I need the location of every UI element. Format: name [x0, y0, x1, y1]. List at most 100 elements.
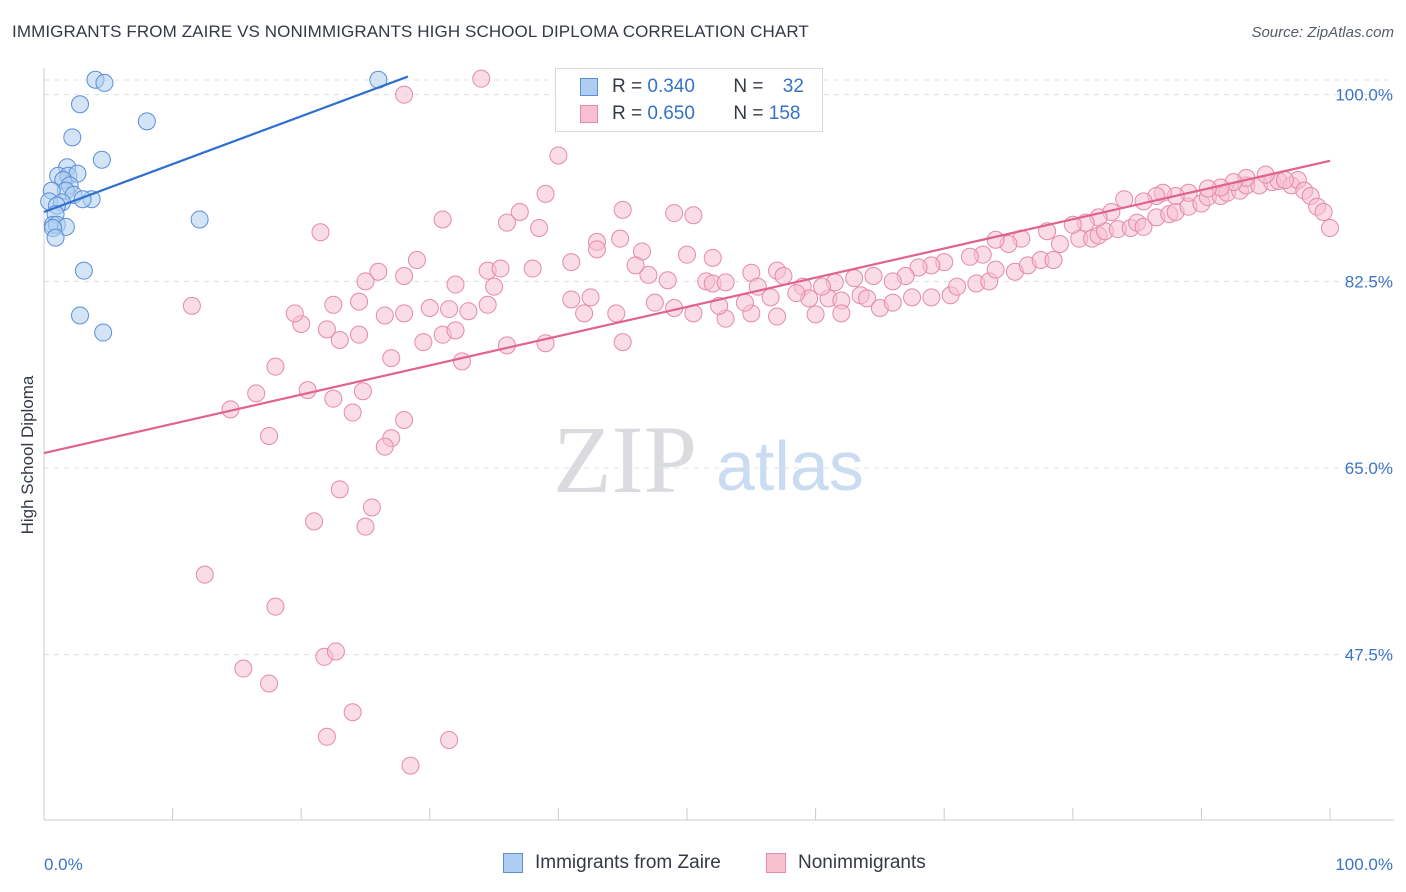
data-point — [63, 128, 82, 147]
data-point — [375, 306, 394, 325]
data-point — [353, 382, 372, 401]
data-point — [1314, 203, 1333, 221]
data-point — [285, 304, 304, 323]
data-point — [472, 69, 491, 88]
data-point — [317, 727, 336, 746]
data-point — [562, 253, 581, 272]
data-point — [858, 289, 877, 308]
x-tick-label: 100.0% — [1335, 855, 1393, 874]
legend-item-zaire[interactable]: Immigrants from Zaire — [503, 852, 721, 874]
data-point — [735, 293, 754, 312]
data-point — [440, 300, 459, 319]
source-credit: Source: ZipAtlas.com — [1251, 24, 1394, 41]
data-point — [658, 271, 677, 290]
data-point — [1134, 217, 1153, 236]
data-point — [813, 277, 832, 296]
legend-nonimmigrants-label: Nonimmigrants — [798, 852, 926, 873]
data-point — [510, 203, 529, 221]
data-point — [497, 336, 516, 355]
data-point — [787, 284, 806, 303]
data-point — [362, 498, 381, 517]
legend-zaire-label: Immigrants from Zaire — [535, 852, 721, 873]
data-point — [523, 259, 542, 278]
data-point — [382, 349, 401, 368]
data-point — [317, 320, 336, 339]
data-point — [440, 731, 459, 749]
data-point — [960, 247, 979, 266]
data-point — [611, 229, 630, 248]
data-point — [182, 296, 201, 315]
data-point — [452, 352, 471, 371]
chart-title: IMMIGRANTS FROM ZAIRE VS NONIMMIGRANTS H… — [12, 22, 809, 41]
data-point — [247, 384, 266, 403]
data-point — [266, 597, 285, 616]
data-point — [350, 292, 369, 311]
zaire-r-value: 0.340 — [647, 76, 695, 97]
data-point — [94, 323, 113, 342]
data-point — [71, 95, 90, 114]
data-point — [684, 206, 703, 225]
data-point — [395, 267, 414, 285]
data-point — [326, 642, 345, 661]
data-point — [478, 295, 497, 314]
data-point — [530, 219, 549, 237]
data-point — [626, 256, 645, 275]
data-point — [324, 295, 343, 314]
data-point — [330, 331, 349, 349]
data-point — [883, 272, 902, 291]
nonimmigrants-r-label: R = — [612, 103, 648, 124]
data-point — [260, 674, 279, 693]
data-point — [485, 277, 504, 296]
data-point — [613, 333, 632, 352]
data-point — [1050, 235, 1069, 253]
data-point — [1044, 251, 1063, 269]
data-point — [1275, 171, 1294, 189]
data-point — [395, 85, 414, 104]
y-tick-label: 100.0% — [1335, 86, 1393, 105]
data-point — [350, 325, 369, 344]
data-point — [395, 411, 414, 429]
data-point — [74, 261, 93, 280]
data-point — [716, 273, 735, 292]
data-point — [948, 277, 967, 296]
legend-zaire-square-icon — [503, 853, 523, 873]
nonimmigrants-n-value: 158 — [768, 103, 801, 124]
data-point — [446, 275, 465, 294]
data-point — [420, 299, 439, 317]
y-tick-label: 82.5% — [1345, 272, 1393, 291]
data-point — [607, 304, 626, 323]
watermark-zip: ZIP — [553, 406, 697, 513]
data-point — [407, 251, 426, 269]
zaire-swatch-icon — [580, 78, 598, 96]
y-tick-label: 65.0% — [1345, 459, 1393, 478]
stats-legend: R = 0.340 N = 32 R = 0.650 N = 158 — [555, 68, 823, 132]
x-tick-label: 0.0% — [44, 855, 83, 874]
zaire-r-label: R = — [612, 76, 648, 97]
series-pink-points — [182, 69, 1339, 775]
data-point — [195, 565, 214, 584]
watermark-atlas: atlas — [716, 427, 864, 505]
data-point — [922, 288, 941, 307]
data-point — [446, 321, 465, 340]
data-point — [845, 269, 864, 288]
data-point — [562, 290, 581, 309]
zaire-n-label: N = — [733, 76, 769, 97]
data-point — [433, 210, 452, 229]
y-tick-label: 47.5% — [1345, 646, 1393, 665]
legend-nonimmigrants-square-icon — [766, 853, 786, 873]
data-point — [459, 302, 478, 321]
y-axis-label: High School Diploma — [18, 375, 37, 534]
data-point — [190, 210, 209, 229]
data-point — [986, 230, 1005, 249]
data-point — [986, 260, 1005, 279]
data-point — [266, 357, 285, 376]
data-point — [613, 200, 632, 219]
stats-row-nonimmigrants: R = 0.650 N = 158 — [556, 101, 800, 127]
data-point — [806, 305, 825, 324]
data-point — [581, 288, 600, 307]
data-point — [832, 304, 851, 323]
data-point — [92, 150, 111, 169]
legend-item-nonimmigrants[interactable]: Nonimmigrants — [766, 852, 926, 874]
data-point — [343, 703, 362, 722]
